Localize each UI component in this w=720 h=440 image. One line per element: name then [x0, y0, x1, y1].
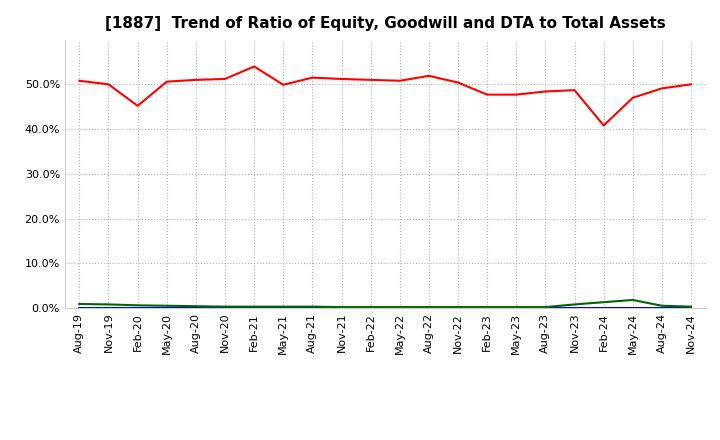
Equity	[687, 82, 696, 87]
Deferred Tax Assets	[133, 303, 142, 308]
Equity	[483, 92, 492, 97]
Deferred Tax Assets	[483, 304, 492, 310]
Goodwill	[133, 305, 142, 310]
Goodwill	[570, 305, 579, 310]
Deferred Tax Assets	[687, 304, 696, 309]
Goodwill	[454, 305, 462, 310]
Title: [1887]  Trend of Ratio of Equity, Goodwill and DTA to Total Assets: [1887] Trend of Ratio of Equity, Goodwil…	[105, 16, 665, 32]
Equity	[395, 78, 404, 84]
Equity	[366, 77, 375, 82]
Deferred Tax Assets	[657, 303, 666, 308]
Equity	[512, 92, 521, 97]
Deferred Tax Assets	[279, 304, 287, 309]
Deferred Tax Assets	[629, 297, 637, 303]
Equity	[133, 103, 142, 108]
Goodwill	[629, 305, 637, 310]
Deferred Tax Assets	[192, 304, 200, 309]
Line: Deferred Tax Assets: Deferred Tax Assets	[79, 300, 691, 307]
Equity	[104, 82, 113, 87]
Line: Equity: Equity	[79, 66, 691, 125]
Goodwill	[279, 305, 287, 310]
Deferred Tax Assets	[75, 301, 84, 307]
Deferred Tax Assets	[599, 300, 608, 305]
Goodwill	[512, 305, 521, 310]
Goodwill	[163, 305, 171, 310]
Deferred Tax Assets	[220, 304, 229, 309]
Goodwill	[366, 305, 375, 310]
Equity	[570, 88, 579, 93]
Goodwill	[657, 305, 666, 310]
Equity	[657, 86, 666, 91]
Equity	[629, 95, 637, 100]
Equity	[163, 79, 171, 84]
Goodwill	[599, 305, 608, 310]
Goodwill	[425, 305, 433, 310]
Deferred Tax Assets	[541, 304, 550, 310]
Deferred Tax Assets	[570, 302, 579, 307]
Equity	[541, 89, 550, 94]
Deferred Tax Assets	[454, 304, 462, 310]
Goodwill	[308, 305, 317, 310]
Equity	[337, 76, 346, 81]
Goodwill	[192, 305, 200, 310]
Equity	[192, 77, 200, 82]
Goodwill	[75, 305, 84, 310]
Goodwill	[337, 305, 346, 310]
Goodwill	[483, 305, 492, 310]
Deferred Tax Assets	[395, 304, 404, 310]
Equity	[425, 73, 433, 78]
Equity	[250, 64, 258, 69]
Equity	[454, 80, 462, 85]
Deferred Tax Assets	[250, 304, 258, 309]
Goodwill	[250, 305, 258, 310]
Goodwill	[395, 305, 404, 310]
Deferred Tax Assets	[163, 303, 171, 308]
Goodwill	[541, 305, 550, 310]
Equity	[75, 78, 84, 84]
Goodwill	[104, 305, 113, 310]
Equity	[308, 75, 317, 80]
Equity	[599, 123, 608, 128]
Deferred Tax Assets	[366, 304, 375, 310]
Equity	[279, 82, 287, 88]
Goodwill	[687, 305, 696, 310]
Goodwill	[220, 305, 229, 310]
Deferred Tax Assets	[337, 304, 346, 310]
Deferred Tax Assets	[512, 304, 521, 310]
Equity	[220, 76, 229, 81]
Deferred Tax Assets	[425, 304, 433, 310]
Deferred Tax Assets	[104, 302, 113, 307]
Deferred Tax Assets	[308, 304, 317, 309]
